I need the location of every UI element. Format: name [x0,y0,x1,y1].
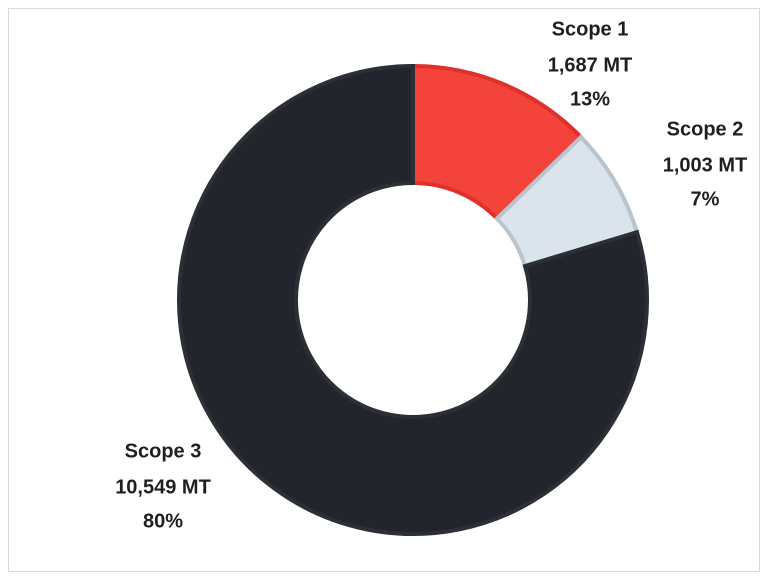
segment-value-label: 1,003 MT [663,154,747,176]
segment-name: Scope 1 [552,18,629,40]
segment-percent-label: 7% [691,188,720,210]
segment-name: Scope 2 [667,118,744,140]
segment-percent-label: 80% [143,510,183,532]
segment-value-label: 1,687 MT [548,54,632,76]
donut-segment [177,63,649,536]
segment-percent-label: 13% [570,88,610,110]
segment-name: Scope 3 [125,440,202,462]
segment-value-label: 10,549 MT [115,476,211,498]
